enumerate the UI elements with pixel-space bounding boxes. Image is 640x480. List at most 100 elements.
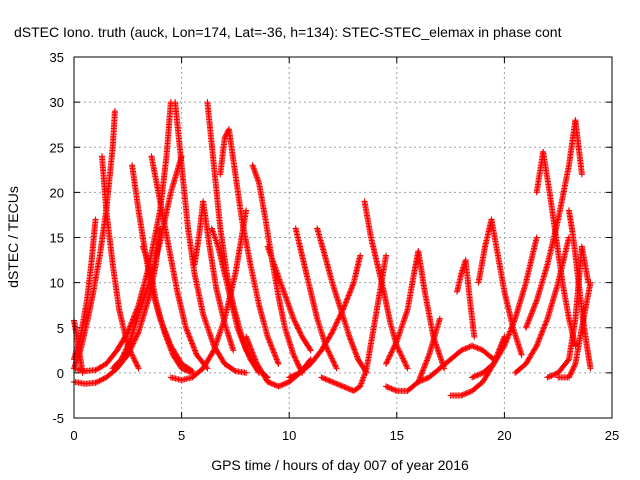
data-point bbox=[188, 339, 195, 345]
data-point bbox=[127, 348, 134, 355]
data-point bbox=[129, 352, 136, 359]
data-point bbox=[185, 368, 192, 375]
data-point bbox=[183, 367, 190, 374]
data-point bbox=[185, 330, 192, 337]
series-19 bbox=[292, 225, 340, 372]
chart-title: dSTEC Iono. truth (auck, Lon=174, Lat=-3… bbox=[14, 24, 562, 40]
data-point bbox=[122, 348, 129, 355]
x-tick-label: 5 bbox=[178, 428, 185, 443]
y-tick-label: 25 bbox=[50, 140, 64, 155]
data-point bbox=[129, 316, 136, 323]
data-point bbox=[184, 327, 191, 334]
y-tick-label: 5 bbox=[57, 321, 64, 336]
data-point bbox=[243, 369, 250, 376]
series-10 bbox=[172, 99, 250, 376]
data-point bbox=[126, 339, 133, 346]
data-point bbox=[130, 355, 137, 362]
data-point bbox=[184, 329, 191, 336]
y-axis-title: dSTEC / TECUs bbox=[5, 186, 21, 288]
data-point bbox=[133, 333, 140, 340]
data-point bbox=[181, 366, 188, 373]
data-point bbox=[134, 363, 141, 370]
x-tick-label: 20 bbox=[497, 428, 511, 443]
data-point bbox=[92, 216, 99, 223]
series-8 bbox=[139, 243, 196, 376]
data-point bbox=[191, 346, 198, 353]
data-point bbox=[92, 379, 99, 386]
data-point bbox=[186, 368, 193, 375]
data-point bbox=[578, 171, 585, 178]
data-point bbox=[120, 352, 127, 359]
data-point bbox=[210, 348, 217, 355]
data-point bbox=[120, 350, 127, 357]
data-point bbox=[182, 367, 189, 374]
data-point bbox=[187, 336, 194, 343]
data-point bbox=[131, 337, 138, 344]
plot-area bbox=[71, 99, 594, 399]
data-point bbox=[191, 347, 198, 354]
data-point bbox=[134, 330, 141, 337]
series-13 bbox=[191, 198, 237, 354]
data-point bbox=[188, 369, 195, 376]
data-point bbox=[188, 337, 195, 344]
data-point bbox=[182, 324, 189, 331]
x-tick-label: 25 bbox=[605, 428, 619, 443]
data-point bbox=[130, 354, 137, 361]
y-tick-labels: -5 0 5 10 15 20 25 30 35 bbox=[50, 50, 64, 426]
data-point bbox=[119, 354, 126, 361]
x-axis-title: GPS time / hours of day 007 of year 2016 bbox=[211, 457, 469, 473]
data-point bbox=[99, 376, 106, 383]
data-point bbox=[118, 356, 125, 363]
data-point bbox=[100, 375, 107, 382]
data-point bbox=[230, 347, 237, 354]
data-point bbox=[190, 343, 197, 350]
data-point bbox=[357, 252, 364, 259]
data-point bbox=[192, 348, 199, 355]
data-point bbox=[587, 365, 594, 372]
data-point bbox=[134, 362, 141, 369]
data-point bbox=[121, 349, 128, 356]
y-tick-label: -5 bbox=[52, 411, 64, 426]
data-point bbox=[119, 353, 126, 360]
data-point bbox=[185, 331, 192, 338]
data-point bbox=[186, 334, 193, 341]
y-tick-label: 0 bbox=[57, 366, 64, 381]
x-tick-label: 0 bbox=[70, 428, 77, 443]
data-point bbox=[129, 317, 136, 324]
data-point bbox=[178, 365, 185, 372]
x-tick-label: 15 bbox=[390, 428, 404, 443]
data-point bbox=[132, 358, 139, 365]
data-point bbox=[130, 315, 137, 322]
y-tick-label: 15 bbox=[50, 231, 64, 246]
y-tick-label: 35 bbox=[50, 50, 64, 65]
data-point bbox=[132, 359, 139, 366]
data-point bbox=[123, 345, 130, 352]
data-point bbox=[189, 340, 196, 347]
data-point bbox=[231, 367, 238, 374]
data-point bbox=[125, 341, 132, 348]
series-27 bbox=[447, 333, 508, 399]
data-point bbox=[95, 378, 102, 385]
data-point bbox=[131, 356, 138, 363]
data-point bbox=[436, 315, 443, 322]
data-point bbox=[124, 343, 131, 350]
y-tick-label: 20 bbox=[50, 185, 64, 200]
data-point bbox=[131, 312, 138, 319]
y-tick-label: 10 bbox=[50, 276, 64, 291]
data-point bbox=[179, 365, 186, 372]
data-point bbox=[97, 377, 104, 384]
data-point bbox=[133, 361, 140, 368]
series-5 bbox=[98, 153, 142, 372]
data-point bbox=[183, 326, 190, 333]
data-point bbox=[135, 365, 142, 372]
data-point bbox=[243, 207, 250, 214]
series-9 bbox=[148, 153, 211, 372]
data-point bbox=[131, 313, 138, 320]
data-point bbox=[518, 351, 525, 358]
data-point bbox=[189, 341, 196, 348]
data-point bbox=[186, 333, 193, 340]
data-point bbox=[124, 342, 131, 349]
data-point bbox=[93, 379, 100, 386]
series-25 bbox=[383, 248, 448, 372]
